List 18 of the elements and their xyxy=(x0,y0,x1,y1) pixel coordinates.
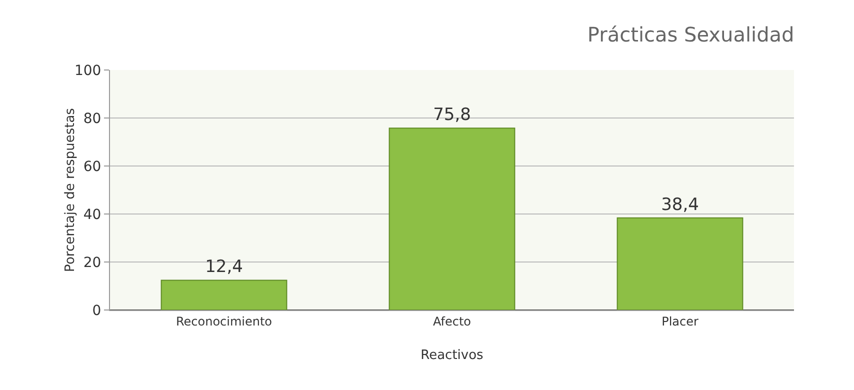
chart-title: Prácticas Sexualidad xyxy=(587,22,794,46)
x-axis-title: Reactivos xyxy=(420,348,484,363)
bar xyxy=(388,128,516,310)
y-tick-label: 60 xyxy=(83,158,102,175)
y-axis-title: Porcentaje de respuestas xyxy=(63,108,78,272)
data-label: 12,4 xyxy=(205,257,243,278)
bar xyxy=(160,280,288,310)
x-tick-label: Placer xyxy=(662,314,698,328)
y-tick-label: 80 xyxy=(83,110,102,127)
data-label: 38,4 xyxy=(661,194,699,215)
x-tick-label: Reconocimiento xyxy=(176,314,272,328)
x-tick-label: Afecto xyxy=(432,314,472,328)
y-tick-label: 0 xyxy=(92,302,102,319)
data-label: 75,8 xyxy=(433,105,471,126)
y-tick-label: 40 xyxy=(83,206,102,223)
y-tick-label: 100 xyxy=(74,62,102,79)
bar xyxy=(616,217,744,310)
y-tick-label: 20 xyxy=(83,254,102,271)
